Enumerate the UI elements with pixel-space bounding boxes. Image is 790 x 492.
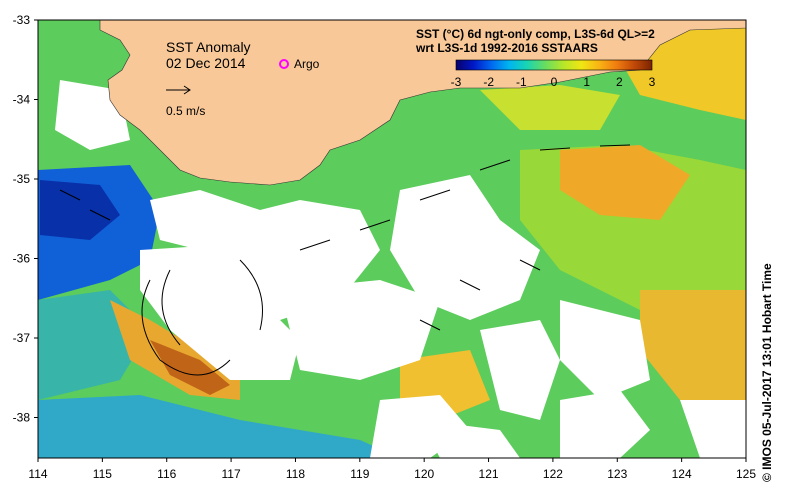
colorbar xyxy=(455,59,653,71)
lon-tick-label: 119 xyxy=(350,467,369,481)
scale-arrow-icon xyxy=(166,85,191,95)
longitude-axis: 114 115 116 117 118 119 120 121 122 123 124 125 xyxy=(28,458,756,481)
lat-tick-label: -36 xyxy=(13,252,31,266)
colorbar-tick-label: -2 xyxy=(483,75,494,89)
plot-area xyxy=(38,20,746,458)
lon-tick-label: 116 xyxy=(157,467,176,481)
lat-tick-label: -37 xyxy=(13,331,31,345)
argo-label: Argo xyxy=(294,57,320,71)
lon-tick-label: 125 xyxy=(736,467,756,481)
colorbar-ticks: -3 -2 -1 0 1 2 3 xyxy=(451,75,656,89)
lat-tick-label: -38 xyxy=(13,411,31,425)
colorbar-tick-label: 1 xyxy=(583,75,590,89)
lon-tick-label: 120 xyxy=(414,467,434,481)
latitude-axis: -33 -34 -35 -36 -37 -38 xyxy=(13,13,38,425)
lon-tick-label: 124 xyxy=(672,467,692,481)
colorbar-tick-label: 2 xyxy=(616,75,623,89)
scale-label: 0.5 m/s xyxy=(166,104,205,118)
lat-tick-label: -34 xyxy=(13,93,31,107)
lon-tick-label: 117 xyxy=(222,467,241,481)
lon-tick-label: 114 xyxy=(28,467,47,481)
colorbar-tick-label: -3 xyxy=(451,75,462,89)
lat-tick-label: -35 xyxy=(13,172,31,186)
map-date: 02 Dec 2014 xyxy=(166,55,246,71)
lon-tick-label: 118 xyxy=(286,467,305,481)
lon-tick-label: 123 xyxy=(607,467,627,481)
product-line-1: SST (°C) 6d ngt-only comp, L3S-6d QL>=2 xyxy=(416,27,655,41)
copyright-credit: © IMOS 05-Jul-2017 13:01 Hobart Time xyxy=(760,263,774,482)
colorbar-tick-label: 3 xyxy=(649,75,656,89)
colorbar-tick-label: 0 xyxy=(551,75,558,89)
lat-tick-label: -33 xyxy=(13,13,31,27)
lon-tick-label: 122 xyxy=(543,467,563,481)
product-line-2: wrt L3S-1d 1992-2016 SSTAARS xyxy=(415,41,598,55)
current-vectors xyxy=(59,144,631,376)
colorbar-tick-label: -1 xyxy=(516,75,527,89)
plot-frame xyxy=(37,19,747,459)
map-title: SST Anomaly xyxy=(166,39,251,55)
lon-tick-label: 115 xyxy=(93,467,112,481)
lon-tick-label: 121 xyxy=(479,467,499,481)
argo-marker-icon xyxy=(279,59,289,69)
